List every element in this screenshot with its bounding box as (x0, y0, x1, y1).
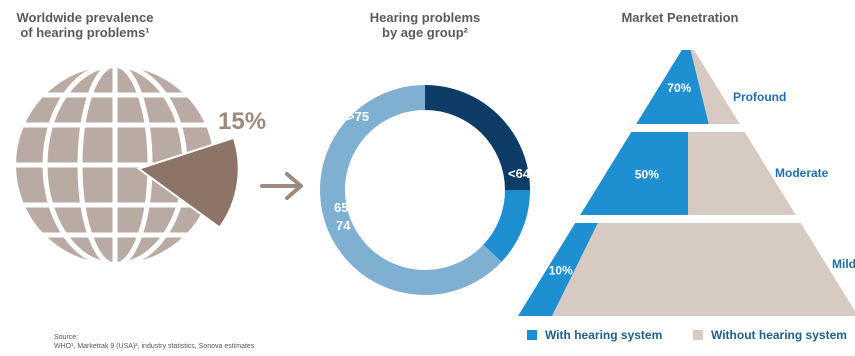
pyramid-with-1 (580, 132, 688, 215)
legend-swatch-with (527, 330, 537, 340)
pyramid-with-2 (518, 223, 598, 316)
donut-label-0: >75 (347, 109, 369, 124)
market-pyramid: 70% Profound 50% Moderate 10% Mild (518, 50, 855, 316)
pyramid-value-label-2: 10% (549, 264, 573, 278)
source-text: WHO¹, Marketrak 9 (USA)², industry stati… (54, 343, 255, 350)
market-chart-title: Market Penetration (621, 10, 739, 25)
legend-without: Without hearing system (693, 328, 847, 342)
globe-icon (14, 64, 216, 266)
pyramid-value-label-0: 70% (667, 81, 691, 95)
arrow-right-icon (260, 172, 303, 200)
donut-segment-1 (483, 190, 531, 262)
globe-title-line-2: of hearing problems¹ (20, 25, 150, 40)
legend-swatch-without (693, 330, 703, 340)
pyramid-category-1: Moderate (775, 166, 829, 180)
globe-title-line-1: Worldwide prevalence (16, 10, 154, 25)
pyramid-with-0 (636, 50, 709, 124)
age-title-line-2: by age group² (382, 25, 468, 40)
legend-label-with: With hearing system (545, 328, 663, 342)
donut-segment-2 (320, 85, 502, 295)
age-chart-title: Hearing problems by age group² (350, 10, 500, 40)
age-donut: >75 65– 74 <64 (320, 85, 531, 295)
globe-percent-label: 15% (218, 108, 266, 135)
legend-with: With hearing system (527, 328, 662, 342)
source-label: Source: (54, 334, 79, 341)
donut-label-2: <64 (508, 166, 531, 181)
pyramid-category-2: Mild (832, 257, 855, 271)
pyramid-category-0: Profound (733, 90, 786, 104)
pyramid-tier-2 (518, 223, 855, 316)
legend-label-without: Without hearing system (711, 328, 847, 342)
globe-chart-title: Worldwide prevalence of hearing problems… (10, 10, 160, 40)
donut-label-1: 65– 74 (334, 200, 356, 233)
pyramid-value-label-1: 50% (635, 168, 659, 182)
age-title-line-1: Hearing problems (369, 10, 481, 25)
globe-slice-15pct (136, 136, 240, 229)
donut-segment-0 (425, 85, 530, 190)
source-note: Source: WHO¹, Marketrak 9 (USA)², indust… (54, 333, 254, 351)
